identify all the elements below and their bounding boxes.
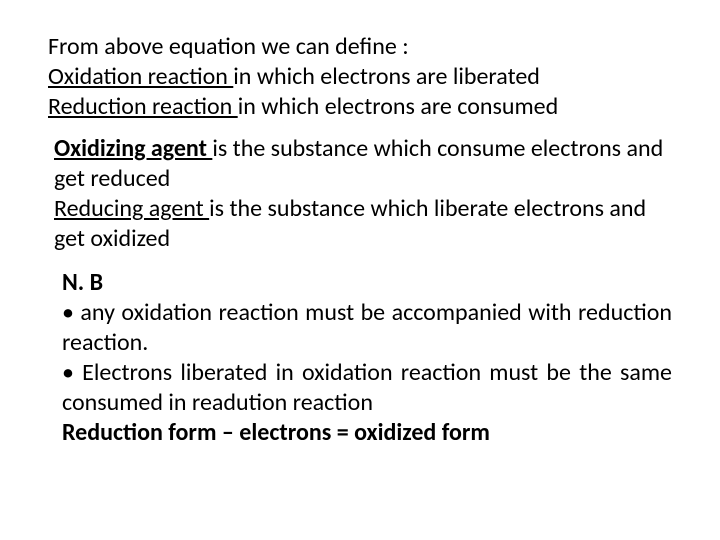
bullet-1: • any oxidation reaction must be accompa… bbox=[62, 298, 672, 358]
nb-heading: N. B bbox=[62, 268, 672, 298]
definitions-block: From above equation we can define : Oxid… bbox=[48, 32, 672, 122]
oxidation-term: Oxidation reaction bbox=[48, 62, 233, 91]
bullet-2: • Electrons liberated in oxidation react… bbox=[62, 358, 672, 418]
agents-block: Oxidizing agent is the substance which c… bbox=[48, 134, 672, 254]
oxidation-line: Oxidation reaction in which electrons ar… bbox=[48, 62, 672, 92]
equation-line: Reduction form – electrons = oxidized fo… bbox=[62, 418, 672, 448]
oxidizing-agent-line: Oxidizing agent is the substance which c… bbox=[54, 134, 672, 194]
reduction-term: Reduction reaction bbox=[48, 92, 238, 121]
oxidizing-agent-term: Oxidizing agent bbox=[54, 134, 212, 163]
reduction-rest: in which electrons are consumed bbox=[238, 92, 558, 121]
reducing-agent-term: Reducing agent bbox=[54, 194, 209, 223]
notes-block: N. B • any oxidation reaction must be ac… bbox=[48, 268, 672, 448]
intro-line: From above equation we can define : bbox=[48, 32, 672, 62]
reduction-line: Reduction reaction in which electrons ar… bbox=[48, 92, 672, 122]
reducing-agent-line: Reducing agent is the substance which li… bbox=[54, 194, 672, 254]
oxidation-rest: in which electrons are liberated bbox=[233, 62, 540, 91]
